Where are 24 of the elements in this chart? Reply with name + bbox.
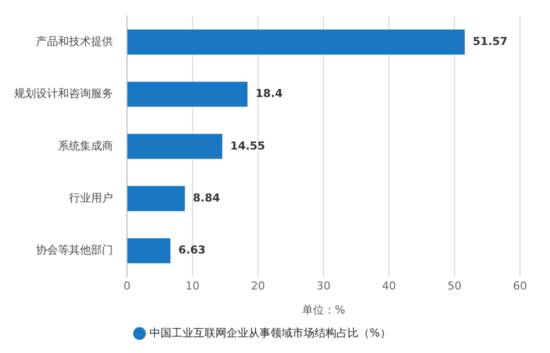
legend-label: 中国工业互联网企业从事领域市场结构占比（%） bbox=[150, 326, 391, 340]
bar bbox=[128, 238, 170, 264]
x-tick-label: 10 bbox=[186, 279, 200, 292]
bar bbox=[128, 30, 465, 55]
y-tick-label: 规划设计和咨询服务 bbox=[14, 87, 113, 100]
text: 单位：% bbox=[302, 303, 346, 316]
y-tick-label: 协会等其他部门 bbox=[36, 244, 113, 257]
bar bbox=[128, 186, 185, 212]
y-tick-label: 系统集成商 bbox=[58, 139, 113, 152]
x-tick-label: 50 bbox=[448, 279, 462, 292]
x-tick-label: 40 bbox=[382, 279, 396, 292]
x-tick-label: 60 bbox=[513, 279, 527, 292]
y-tick-label: 行业用户 bbox=[69, 191, 113, 204]
data-label: 51.57 bbox=[472, 34, 508, 48]
x-tick-label: 20 bbox=[251, 279, 265, 292]
x-tick-label: 30 bbox=[316, 279, 330, 292]
y-tick-label: 产品和技术提供 bbox=[36, 34, 113, 48]
bar bbox=[128, 134, 222, 159]
data-label: 18.4 bbox=[256, 87, 284, 100]
bar bbox=[128, 82, 248, 107]
data-label: 6.63 bbox=[178, 244, 206, 257]
data-label: 14.55 bbox=[230, 139, 266, 152]
x-tick-label: 0 bbox=[124, 279, 130, 292]
data-label: 8.84 bbox=[192, 191, 220, 204]
